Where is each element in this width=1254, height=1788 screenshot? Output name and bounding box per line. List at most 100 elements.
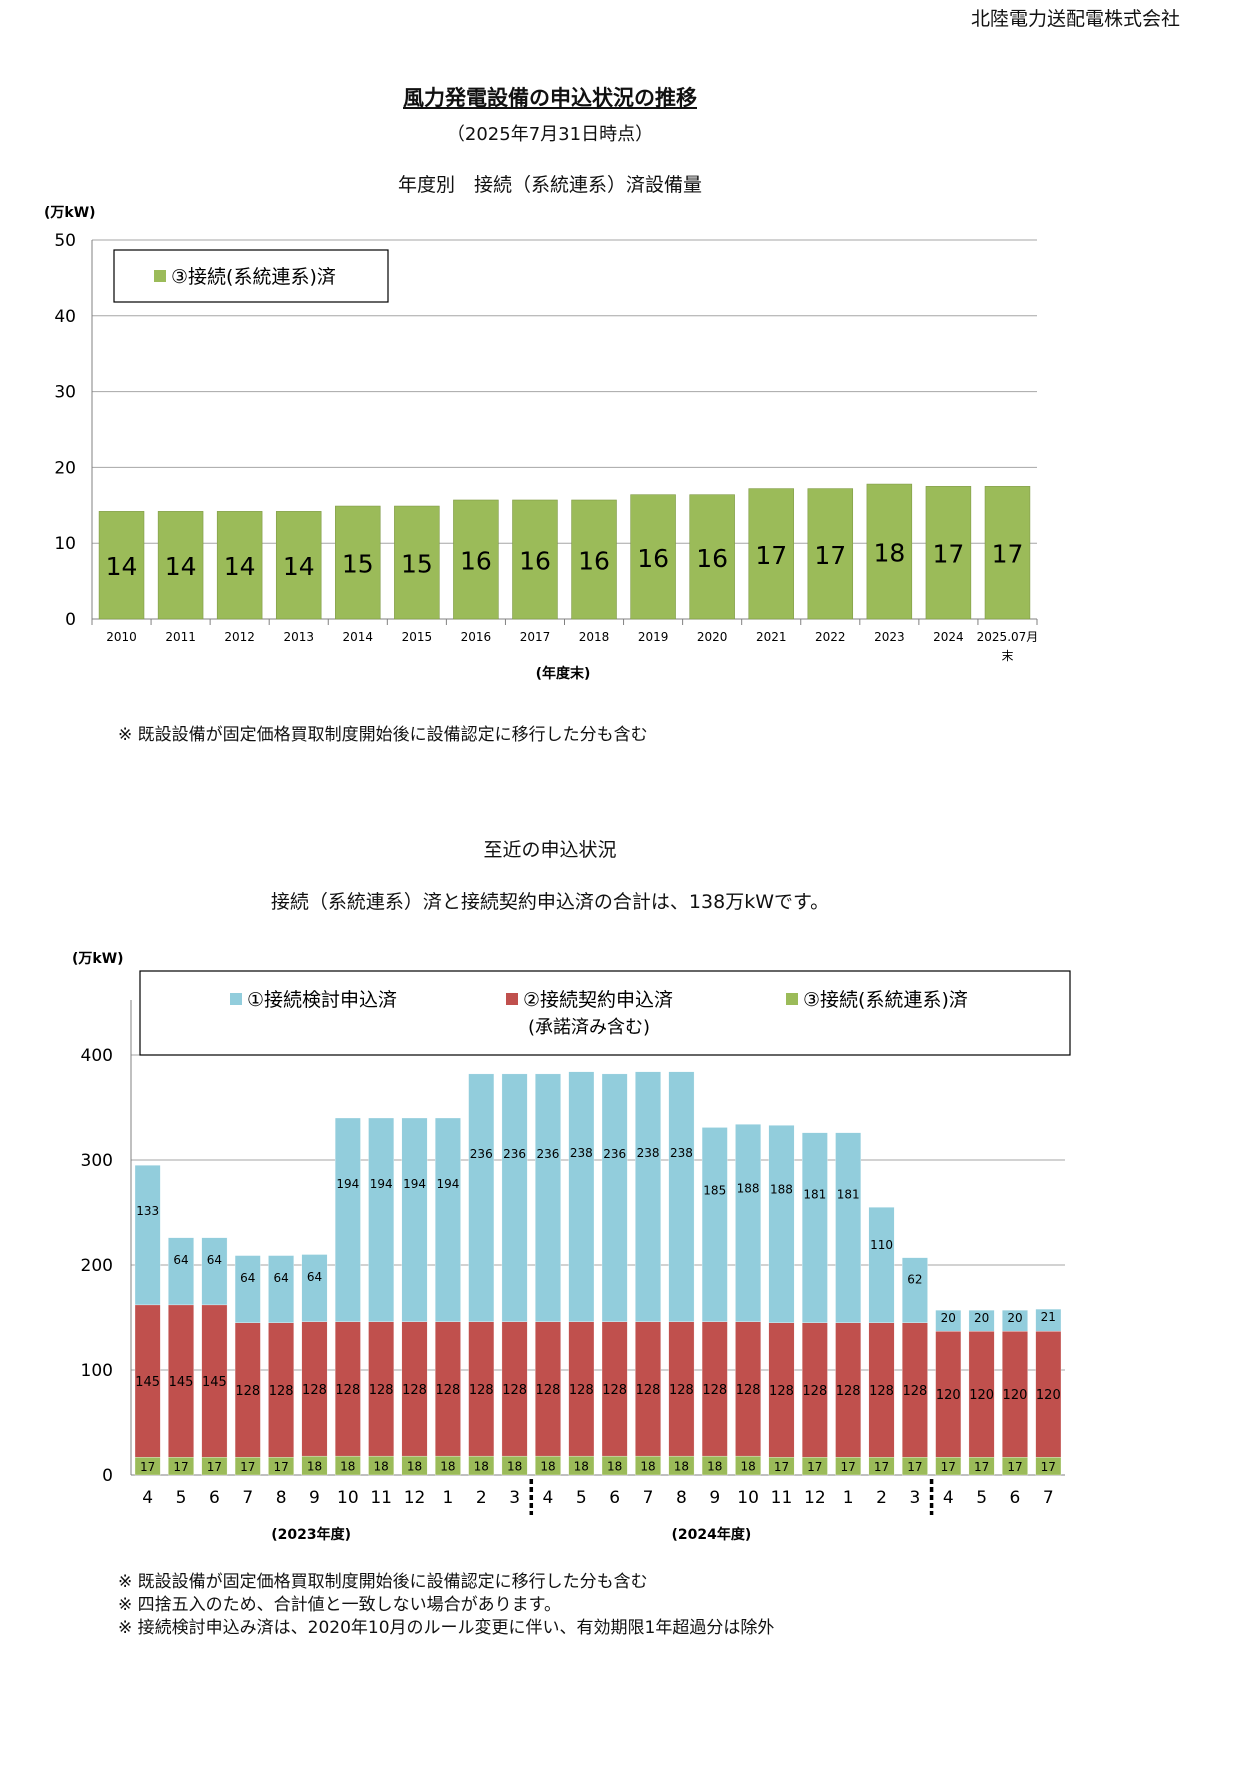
date-note: （2025年7月31日時点） (446, 124, 654, 145)
legend-swatch (154, 270, 166, 282)
x-tick-label: 8 (676, 1488, 687, 1508)
bar (748, 488, 794, 620)
stacked-bar-segment (134, 1304, 161, 1458)
bar-data-label: 20 (974, 1311, 989, 1325)
legend-swatch (786, 993, 798, 1005)
bar-data-label: 18 (374, 1460, 389, 1474)
bar-data-label: 120 (1036, 1388, 1061, 1403)
y-tick-label: 30 (54, 383, 76, 403)
stacked-bar-segment (635, 1321, 661, 1457)
bar-data-label: 16 (578, 546, 610, 575)
x-tick-label: 2011 (165, 630, 196, 644)
chart2-note-3: ※ 接続検討申込み済は、2020年10月のルール変更に伴い、有効期限1年超過分は… (118, 1618, 775, 1638)
x-axis-label: (年度末) (536, 665, 591, 682)
stacked-bar-segment (268, 1255, 294, 1323)
bar (512, 499, 558, 620)
bar-data-label: 18 (640, 1460, 655, 1474)
x-tick-label: 2012 (224, 630, 255, 644)
x-tick-label: 1 (442, 1488, 453, 1508)
stacked-bar-segment (601, 1073, 628, 1322)
bar-data-label: 14 (224, 552, 256, 581)
bar-data-label: 110 (870, 1238, 893, 1252)
stacked-bar-segment (535, 1073, 561, 1322)
legend-swatch (506, 993, 518, 1005)
bar-data-label: 16 (637, 544, 669, 573)
stacked-bar-segment (868, 1322, 895, 1458)
x-tick-label: 2023 (874, 630, 905, 644)
stacked-bar-segment (334, 1117, 361, 1322)
x-tick-label: 5 (976, 1488, 987, 1508)
chart2-note-2: ※ 四捨五入のため、合計値と一致しない場合があります。 (118, 1595, 561, 1615)
stacked-bar-segment (401, 1117, 428, 1322)
y-tick-label: 0 (65, 610, 76, 630)
stacked-bar-segment (234, 1322, 261, 1458)
bar (453, 499, 499, 620)
y-tick-label: 100 (81, 1361, 113, 1381)
bar-data-label: 64 (307, 1270, 322, 1284)
stacked-bar-segment (668, 1321, 695, 1457)
legend-label: ②接続契約申込済 (523, 989, 673, 1011)
bar-data-label: 128 (369, 1383, 394, 1398)
stacked-bar-segment (801, 1322, 828, 1458)
y-axis-label: (万kW) (72, 951, 124, 967)
stacked-bar-segment (301, 1254, 328, 1322)
x-tick-label: 9 (709, 1488, 720, 1508)
bar-data-label: 18 (474, 1460, 489, 1474)
x-tick-label: 2 (476, 1488, 487, 1508)
bar-data-label: 15 (342, 550, 374, 579)
bar (571, 499, 617, 620)
bar-data-label: 17 (774, 1460, 789, 1474)
section2-summary: 接続（系統連系）済と接続契約申込済の合計は、138万kWです。 (270, 891, 830, 913)
bar (807, 488, 854, 620)
chart2-note-1: ※ 既設設備が固定価格買取制度開始後に設備認定に移行した分も含む (118, 1572, 648, 1592)
x-tick-label: 5 (176, 1488, 187, 1508)
bar-data-label: 20 (1007, 1311, 1022, 1325)
bar-data-label: 18 (340, 1460, 355, 1474)
legend-label: ③接続(系統連系)済 (803, 989, 968, 1011)
bar-data-label: 17 (1007, 1460, 1022, 1474)
stacked-bar-segment (201, 1237, 228, 1306)
bar-data-label: 128 (335, 1383, 360, 1398)
annual-connected-capacity-chart: 0 10 20 30 40 50 (万kW) 14 2010 14 2011 14 2012 14 2013… (44, 205, 1038, 682)
stacked-bar-segment (768, 1125, 795, 1323)
x-tick-label: 12 (404, 1488, 426, 1508)
bar-data-label: 14 (283, 552, 315, 581)
bar-data-label: 14 (106, 552, 138, 581)
x-tick-label: 2018 (579, 630, 610, 644)
y-tick-label: 200 (81, 1256, 113, 1276)
y-tick-label: 20 (54, 458, 76, 478)
bar-data-label: 14 (165, 552, 197, 581)
company-name: 北陸電力送配電株式会社 (970, 8, 1180, 30)
y-tick-label: 40 (54, 307, 76, 327)
bar-data-label: 128 (402, 1383, 427, 1398)
stacked-bar-segment (701, 1127, 728, 1322)
stacked-bar-segment (368, 1117, 395, 1322)
bar-data-label: 181 (837, 1188, 860, 1202)
stacked-bar-segment (735, 1124, 761, 1322)
x-tick-label: 2 (876, 1488, 887, 1508)
stacked-bar-segment (201, 1304, 228, 1458)
y-axis-label: (万kW) (44, 205, 96, 221)
bar-data-label: 18 (740, 1460, 755, 1474)
bar (216, 511, 263, 620)
bar-data-label: 238 (670, 1146, 693, 1160)
stacked-bar-segment (568, 1071, 595, 1322)
bar (866, 483, 913, 620)
x-tick-label: 2010 (106, 630, 137, 644)
stacked-bar-segment (968, 1310, 995, 1332)
bar-data-label: 128 (435, 1383, 460, 1398)
bar-data-label: 64 (273, 1271, 288, 1285)
bar-data-label: 15 (401, 550, 433, 579)
x-tick-label: 12 (804, 1488, 826, 1508)
x-tick-label: 7 (242, 1488, 253, 1508)
bar-data-label: 194 (336, 1177, 359, 1191)
stacked-bar-segment (935, 1331, 962, 1458)
bar-data-label: 128 (702, 1383, 727, 1398)
bar-data-label: 17 (874, 1460, 889, 1474)
stacked-bar-segment (501, 1321, 528, 1457)
bar-data-label: 18 (507, 1460, 522, 1474)
stacked-bar-segment (501, 1073, 528, 1322)
stacked-bar-segment (1002, 1331, 1028, 1458)
x-tick-label: 2022 (815, 630, 846, 644)
chart1-note: ※ 既設設備が固定価格買取制度開始後に設備認定に移行した分も含む (118, 725, 648, 745)
